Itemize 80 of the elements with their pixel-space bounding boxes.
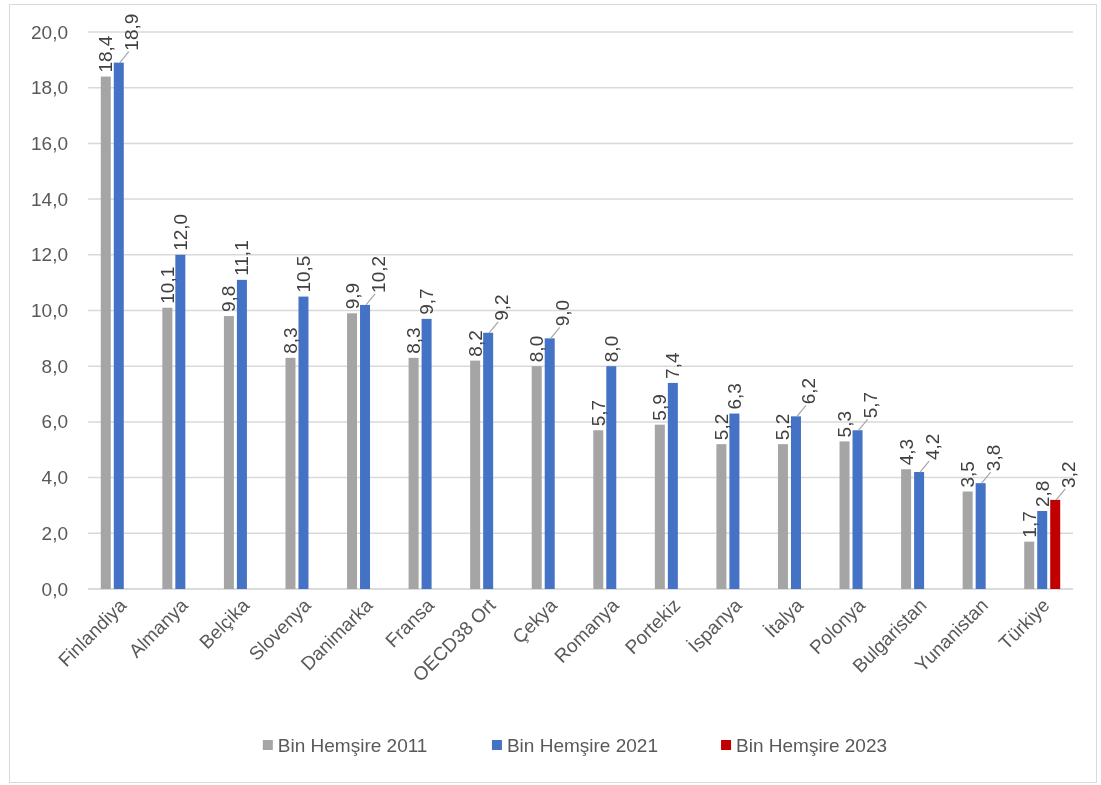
bar xyxy=(421,318,432,589)
bar xyxy=(113,62,124,589)
bar xyxy=(223,316,234,589)
bar xyxy=(729,413,740,589)
bar xyxy=(1024,541,1035,589)
bar xyxy=(360,304,371,589)
y-tick-label: 12,0 xyxy=(31,244,68,266)
y-tick-label: 4,0 xyxy=(41,467,68,489)
data-label: 5,3 xyxy=(834,410,856,438)
data-label: 10,2 xyxy=(367,255,389,293)
bar xyxy=(606,366,617,589)
y-tick-label: 0,0 xyxy=(41,578,68,600)
data-label: 3,8 xyxy=(983,444,1005,472)
bar xyxy=(901,469,912,589)
data-label: 4,3 xyxy=(895,438,917,466)
bar xyxy=(667,382,678,589)
bar xyxy=(790,416,801,589)
bar xyxy=(470,360,481,589)
y-tick-label: 10,0 xyxy=(31,300,68,321)
bar xyxy=(593,430,604,589)
data-label: 1,7 xyxy=(1018,511,1040,538)
bar xyxy=(236,279,247,589)
y-tick-label: 14,0 xyxy=(31,188,68,210)
data-label: 6,2 xyxy=(798,377,820,405)
y-tick-label: 18,0 xyxy=(31,77,68,99)
y-tick-label: 20,0 xyxy=(31,21,68,43)
bar xyxy=(777,444,788,589)
data-label: 10,5 xyxy=(292,255,314,293)
data-label: 9,7 xyxy=(416,288,438,315)
data-label: 5,2 xyxy=(772,413,794,441)
data-label: 5,2 xyxy=(710,413,732,441)
y-tick-label: 8,0 xyxy=(41,355,68,377)
bar xyxy=(285,357,296,589)
data-label: 12,0 xyxy=(169,213,191,251)
data-label: 9,2 xyxy=(490,294,512,321)
y-tick-label: 16,0 xyxy=(31,132,68,154)
data-label: 9,0 xyxy=(552,299,574,327)
bar xyxy=(175,254,186,589)
y-tick-label: 2,0 xyxy=(41,522,68,544)
bar xyxy=(975,483,986,589)
bar xyxy=(852,430,863,589)
data-label: 11,1 xyxy=(231,240,253,276)
data-label: 8,3 xyxy=(279,327,301,354)
bar xyxy=(914,472,925,589)
bar xyxy=(654,424,665,589)
data-label: 5,7 xyxy=(860,391,882,419)
data-label: 18,9 xyxy=(121,13,143,51)
data-label: 4,2 xyxy=(921,433,943,461)
data-label: 6,3 xyxy=(723,383,745,410)
legend-label: Bin Hemşire 2021 xyxy=(506,734,658,756)
data-label: 9,9 xyxy=(341,282,363,310)
bar xyxy=(531,366,542,589)
data-label: 8,0 xyxy=(600,335,622,363)
bar xyxy=(839,441,850,589)
data-label: 3,5 xyxy=(957,461,979,488)
bar xyxy=(408,357,419,589)
data-label: 9,8 xyxy=(218,285,240,313)
bar xyxy=(962,491,973,589)
legend-label: Bin Hemşire 2011 xyxy=(277,734,428,756)
bar xyxy=(162,307,173,589)
bar xyxy=(716,444,727,589)
data-label: 8,2 xyxy=(464,330,486,357)
data-label: 18,4 xyxy=(95,35,117,73)
bar xyxy=(347,313,358,589)
data-label: 5,9 xyxy=(649,394,671,421)
data-label: 8,3 xyxy=(403,327,425,354)
bar xyxy=(298,296,309,589)
bar xyxy=(100,76,111,589)
data-label: 5,7 xyxy=(587,399,609,427)
data-label: 2,8 xyxy=(1031,480,1053,508)
bar xyxy=(483,332,494,589)
data-label: 3,2 xyxy=(1057,461,1079,488)
bar xyxy=(1037,511,1048,589)
y-tick-label: 6,0 xyxy=(41,411,68,433)
data-label: 7,4 xyxy=(662,352,684,379)
data-label: 8,0 xyxy=(526,335,548,363)
bar xyxy=(544,338,555,589)
bar xyxy=(1050,499,1061,589)
legend-label: Bin Hemşire 2023 xyxy=(736,734,888,756)
data-label: 10,1 xyxy=(156,266,178,304)
